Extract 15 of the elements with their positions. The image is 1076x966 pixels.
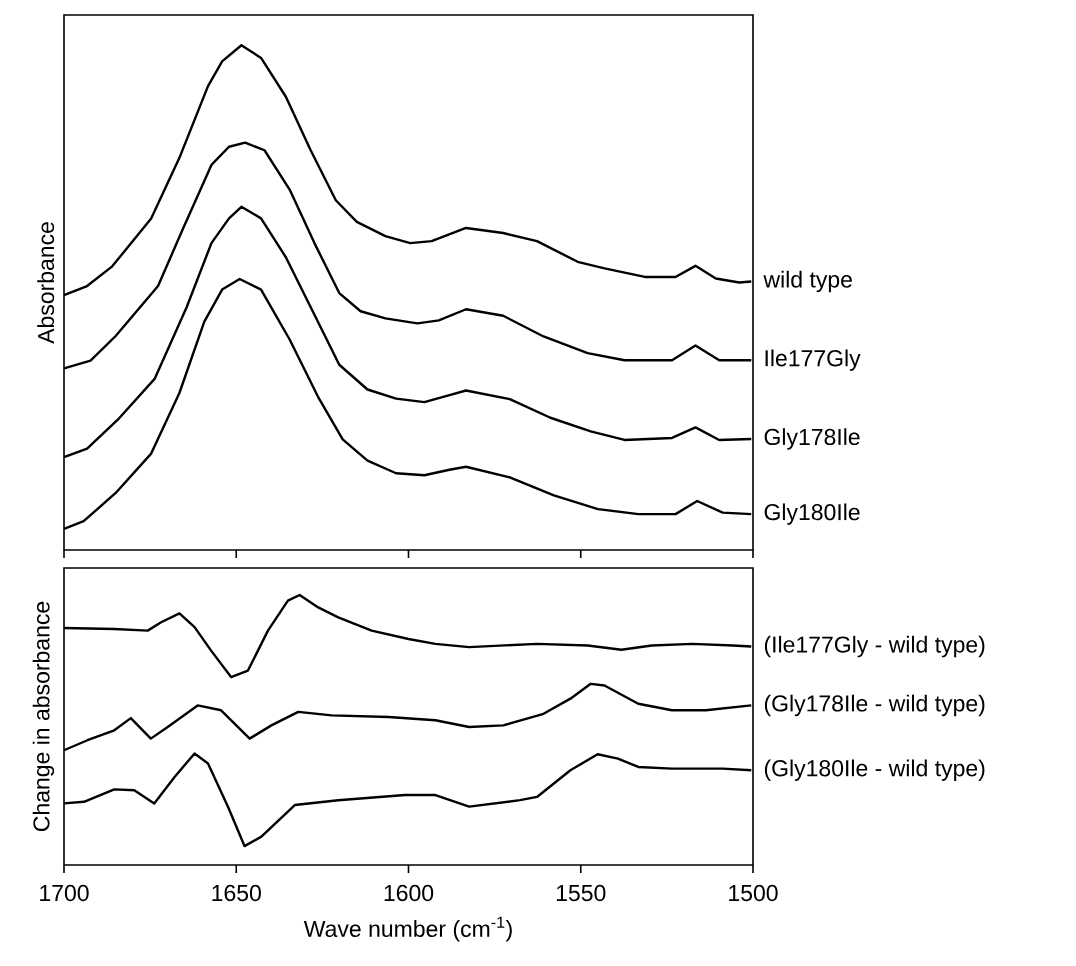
y-axis-title: Change in absorbance — [32, 601, 55, 832]
series-label: wild type — [763, 270, 852, 293]
series-label: Gly180Ile — [764, 503, 860, 525]
series-label: Ile177Gly — [765, 349, 861, 371]
series-label: Gly178Ile — [764, 428, 860, 450]
x-axis-title: Wave number (cm$^{-1}$) — [303, 916, 512, 942]
x-tick-label: 1600 — [384, 884, 434, 902]
x-tick-label: 1500 — [729, 884, 778, 902]
y-axis-title: Absorbance — [37, 222, 55, 344]
x-tick-label: 1650 — [212, 884, 261, 902]
series-label: (Gly178Ile - wild type) — [764, 694, 985, 717]
x-tick-label: 1550 — [556, 884, 606, 902]
series-label: (Gly180Ile - wild type) — [764, 759, 985, 781]
x-tick-label: 1700 — [40, 884, 89, 902]
series-label: (Ile177Gly - wild type) — [764, 635, 985, 658]
